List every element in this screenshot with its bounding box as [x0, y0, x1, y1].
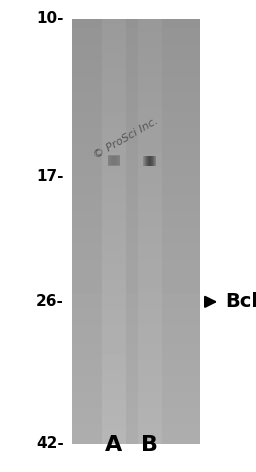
Text: 17-: 17-: [37, 169, 64, 184]
Bar: [114, 157, 115, 165]
Bar: [153, 156, 154, 166]
Bar: [118, 157, 119, 165]
Bar: [115, 157, 116, 165]
Bar: [146, 156, 147, 166]
Text: B: B: [141, 436, 158, 455]
Bar: [113, 157, 114, 165]
Bar: [152, 156, 153, 166]
Bar: [154, 156, 155, 166]
Bar: [155, 156, 156, 166]
Bar: [149, 156, 150, 166]
Bar: [148, 156, 149, 166]
Bar: [143, 156, 144, 166]
Bar: [151, 156, 152, 166]
Bar: [108, 155, 120, 166]
Bar: [112, 157, 113, 165]
Text: 26-: 26-: [36, 295, 64, 309]
Bar: [110, 157, 111, 165]
Bar: [147, 156, 148, 166]
Bar: [150, 156, 151, 166]
Bar: [144, 156, 145, 166]
Text: 42-: 42-: [36, 436, 64, 451]
Bar: [108, 157, 109, 165]
Bar: [116, 157, 117, 165]
Bar: [145, 156, 146, 166]
Text: Bcl-B: Bcl-B: [225, 292, 256, 312]
Text: © ProSci Inc.: © ProSci Inc.: [92, 115, 159, 160]
Bar: [111, 157, 112, 165]
Text: A: A: [105, 436, 123, 455]
Bar: [109, 157, 110, 165]
Text: 10-: 10-: [37, 11, 64, 26]
Bar: [119, 157, 120, 165]
Bar: [117, 157, 118, 165]
